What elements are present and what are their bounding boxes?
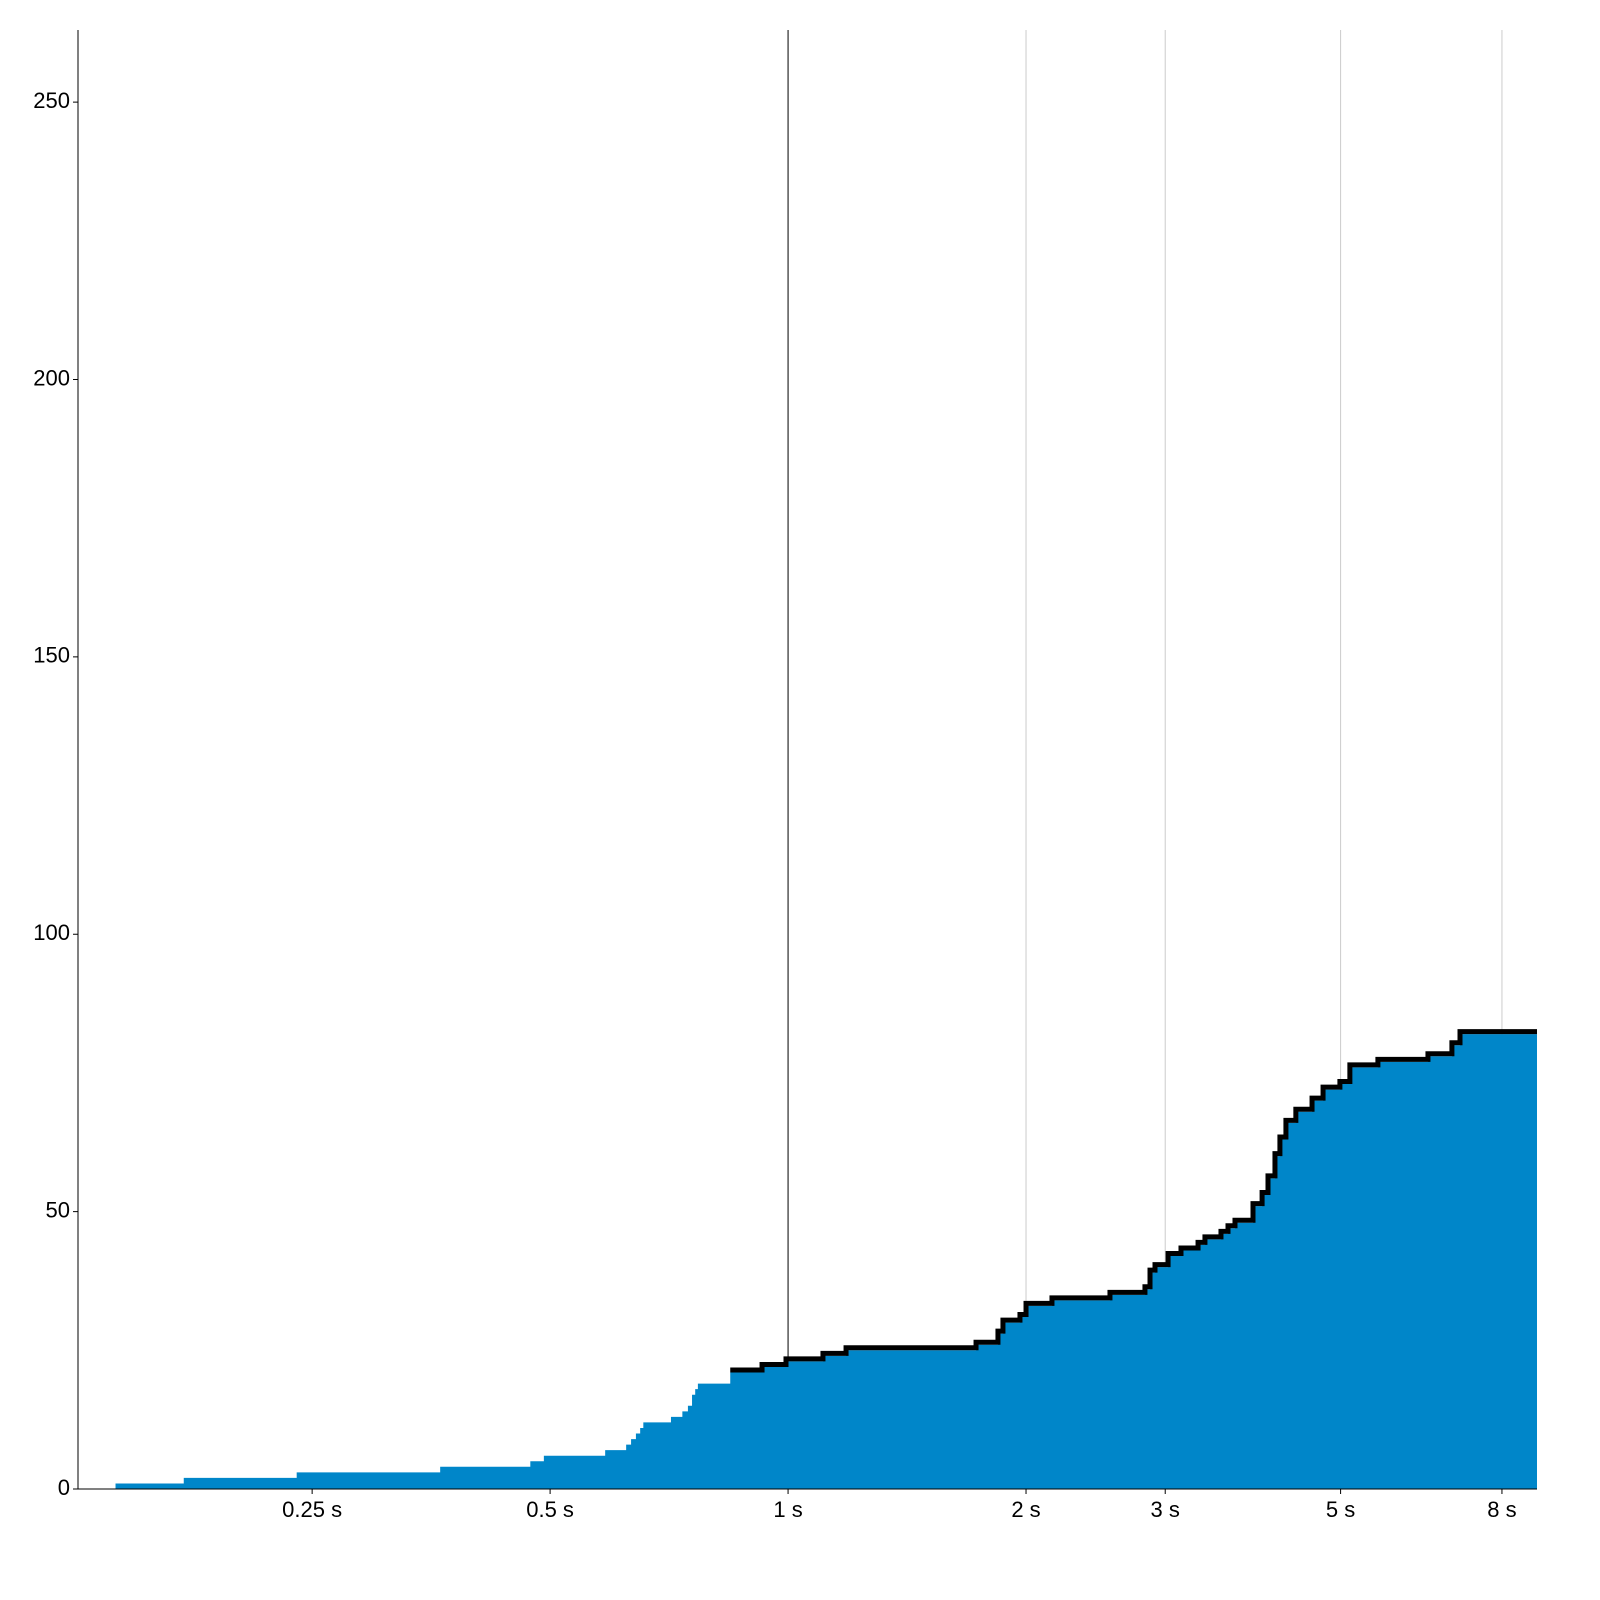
- y-tick-label: 100: [33, 920, 70, 945]
- x-tick-label: 0.25 s: [282, 1497, 342, 1522]
- y-tick-label: 0: [58, 1475, 70, 1500]
- x-tick-label: 5 s: [1326, 1497, 1355, 1522]
- x-tick-label: 8 s: [1487, 1497, 1516, 1522]
- x-tick-label: 3 s: [1151, 1497, 1180, 1522]
- outline: [730, 1029, 1537, 1373]
- x-tick-label: 0.5 s: [526, 1497, 574, 1522]
- area: [115, 1034, 1538, 1489]
- x-tick-label: 2 s: [1011, 1497, 1040, 1522]
- y-tick-label: 50: [46, 1197, 70, 1222]
- y-tick-label: 150: [33, 643, 70, 668]
- y-tick-label: 200: [33, 365, 70, 390]
- y-tick-label: 250: [33, 88, 70, 113]
- x-tick-label: 1 s: [773, 1497, 802, 1522]
